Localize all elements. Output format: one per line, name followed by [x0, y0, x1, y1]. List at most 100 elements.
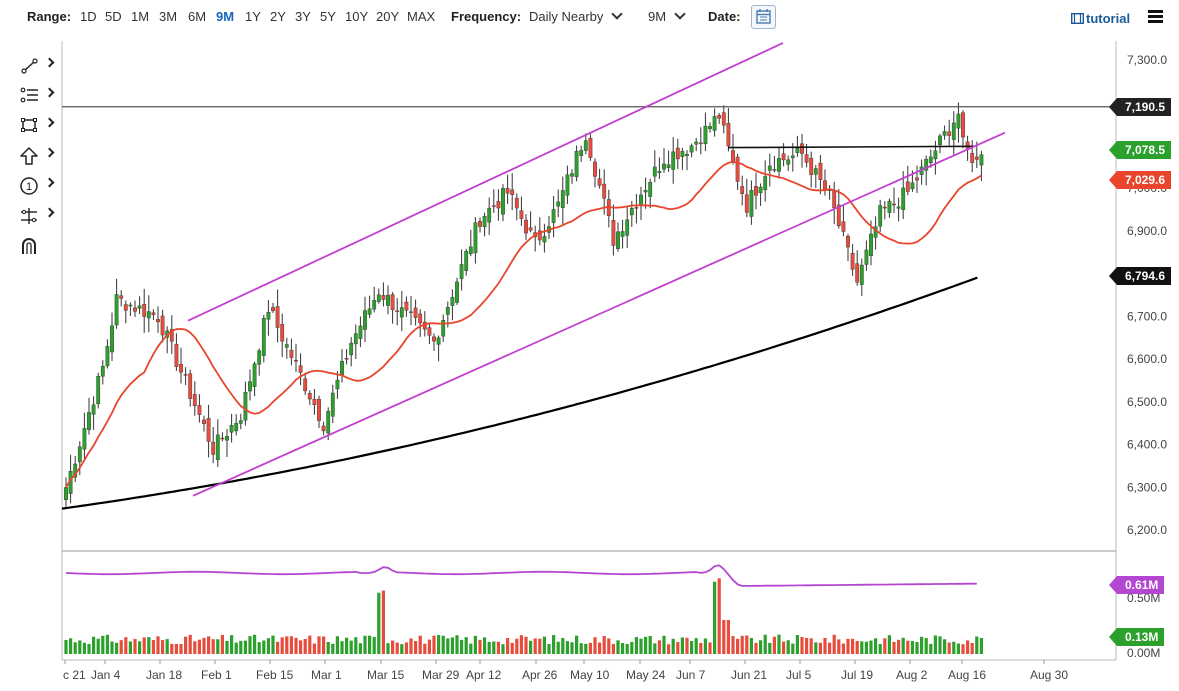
range-1m-button[interactable]: 1M: [131, 9, 150, 24]
range-3m-button[interactable]: 3M: [159, 9, 178, 24]
volume-bar: [78, 640, 82, 654]
volume-bar: [952, 641, 956, 654]
volume-bar: [910, 641, 914, 654]
candle-body: [87, 412, 91, 430]
menu-icon[interactable]: [1148, 10, 1163, 23]
frequency-select[interactable]: Daily Nearby: [529, 8, 624, 24]
volume-bar: [874, 638, 878, 654]
volume-bar: [230, 635, 234, 654]
volume-bar: [372, 636, 376, 654]
volume-bar: [105, 634, 109, 654]
range-1d-button[interactable]: 1D: [80, 9, 97, 24]
volume-bar: [570, 642, 574, 654]
number-tool-button[interactable]: 1: [18, 175, 58, 197]
candle-body: [565, 174, 570, 196]
range-1y-button[interactable]: 1Y: [245, 9, 261, 24]
candle-body: [951, 122, 956, 140]
candle-body: [731, 150, 735, 162]
candle-body: [974, 156, 979, 160]
volume-bar: [234, 642, 238, 654]
candle-body: [809, 157, 814, 175]
volume-bar: [694, 638, 698, 654]
volume-bar: [828, 642, 832, 654]
period-select[interactable]: 9M: [648, 8, 686, 24]
candle-body: [652, 166, 657, 177]
line-tool-button[interactable]: [18, 55, 58, 77]
volume-bar: [924, 638, 928, 654]
range-2y-button[interactable]: 2Y: [270, 9, 286, 24]
candle-body: [418, 313, 423, 324]
fib-tool-button[interactable]: [18, 85, 58, 107]
volume-bar: [837, 639, 841, 654]
volume-bar: [772, 636, 776, 654]
range-6m-button[interactable]: 6M: [188, 9, 207, 24]
volume-bar: [96, 638, 100, 654]
line-tool-icon: [21, 58, 38, 74]
volume-bar: [473, 635, 477, 654]
range-5d-button[interactable]: 5D: [105, 9, 122, 24]
volume-bar: [556, 641, 560, 654]
magnet-button[interactable]: [18, 235, 58, 257]
candle-body: [386, 294, 390, 306]
volume-bar: [713, 581, 717, 654]
range-9m-button[interactable]: 9M: [216, 9, 235, 24]
volume-bar: [782, 641, 786, 654]
rectangle-tool-button[interactable]: [18, 115, 58, 137]
volume-bar: [92, 636, 96, 654]
candle-body: [896, 206, 901, 209]
volume-bar: [193, 641, 197, 654]
volume-bar: [510, 642, 514, 654]
tutorial-link[interactable]: tutorial: [1070, 11, 1130, 26]
candle-body: [864, 249, 869, 265]
short-moving-average-line: [65, 160, 982, 488]
long-moving-average-line: [61, 276, 978, 510]
measure-tool-button[interactable]: [18, 205, 58, 227]
candle-body: [105, 346, 110, 367]
date-picker-button[interactable]: [751, 5, 776, 29]
volume-bar: [795, 634, 799, 654]
volume-bar: [736, 638, 740, 654]
volume-bar: [165, 639, 169, 654]
range-3y-button[interactable]: 3Y: [295, 9, 311, 24]
candle-body: [381, 295, 386, 300]
candle-body: [459, 264, 464, 279]
frequency-label: Frequency:: [451, 9, 522, 24]
volume-bar: [823, 637, 827, 654]
candle-body: [409, 311, 413, 313]
volume-bar: [547, 643, 551, 654]
candle-body: [528, 227, 533, 231]
candle-body: [252, 363, 257, 387]
candle-body: [938, 135, 942, 145]
range-20y-button[interactable]: 20Y: [376, 9, 400, 24]
volume-bar: [174, 643, 178, 654]
candle-body: [445, 307, 450, 315]
candle-body: [758, 186, 763, 194]
volume-bar: [455, 635, 459, 654]
range-max-button[interactable]: MAX: [407, 9, 436, 24]
volume-bar: [956, 643, 960, 654]
volume-bar: [386, 643, 390, 654]
candle-body: [698, 142, 703, 145]
volume-bar: [404, 642, 408, 654]
arrow-tool-button[interactable]: [18, 145, 58, 167]
candle-body: [901, 187, 906, 210]
candle-body: [947, 131, 952, 136]
candle-body: [735, 156, 740, 182]
candle-body: [703, 125, 708, 144]
range-10y-button[interactable]: 10Y: [345, 9, 369, 24]
candle-body: [294, 359, 298, 362]
candle-body: [119, 295, 124, 299]
candle-body: [721, 112, 726, 126]
volume-bar: [708, 642, 712, 654]
candle-body: [961, 112, 965, 138]
candle-body: [64, 487, 68, 501]
volume-bar: [634, 637, 638, 654]
candle-body: [211, 441, 216, 455]
candle-body: [965, 141, 970, 149]
candle-body: [767, 165, 772, 171]
range-5y-button[interactable]: 5Y: [320, 9, 336, 24]
volume-bar: [703, 638, 707, 654]
volume-bar: [450, 637, 454, 654]
volume-bar: [565, 641, 569, 654]
